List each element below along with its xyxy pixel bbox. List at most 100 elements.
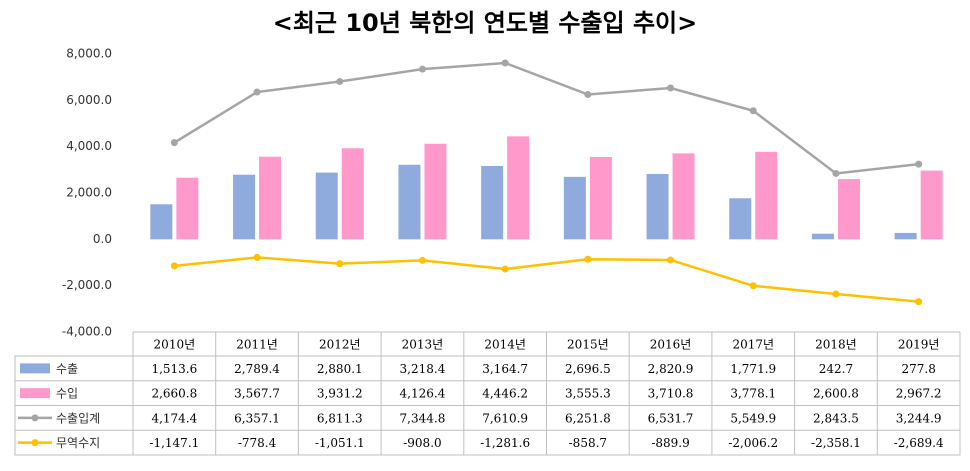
table-value: 5,549.9 — [730, 411, 776, 425]
table-value: 2,843.5 — [813, 411, 859, 425]
bar — [398, 164, 421, 240]
bar — [837, 179, 860, 240]
line-marker — [253, 88, 261, 96]
line — [173, 61, 919, 175]
table-value: -908.0 — [403, 436, 441, 450]
table-value: -858.7 — [569, 436, 607, 450]
table-value: 2,820.9 — [648, 362, 694, 376]
legend-swatch — [20, 388, 50, 399]
bar — [233, 174, 256, 240]
table-value: 6,811.3 — [317, 411, 363, 425]
table-value: 2,600.8 — [813, 387, 859, 401]
x-tick-label: 2011년 — [236, 338, 278, 352]
x-tick-label: 2010년 — [154, 338, 196, 352]
table-value: 1,513.6 — [151, 362, 197, 376]
legend-marker — [31, 439, 39, 447]
table-value: 3,218.4 — [400, 362, 446, 376]
bar — [811, 233, 834, 240]
table-value: -2,358.1 — [811, 436, 861, 450]
y-tick-label: 4,000.0 — [66, 139, 112, 153]
bar — [589, 156, 612, 240]
table-value: 2,880.1 — [317, 362, 363, 376]
y-tick-label: 0.0 — [93, 232, 112, 246]
table-value: 242.7 — [819, 362, 853, 376]
line-marker — [667, 256, 675, 264]
legend-label: 수입 — [56, 387, 78, 401]
line-marker — [170, 262, 178, 270]
line-marker — [915, 160, 923, 168]
table-value: -1,051.1 — [315, 436, 365, 450]
table-value: 7,610.9 — [482, 411, 528, 425]
line-marker — [336, 78, 344, 86]
bar — [315, 172, 338, 240]
table-value: 277.8 — [901, 362, 935, 376]
table-value: -2,006.2 — [728, 436, 778, 450]
bar — [894, 232, 917, 240]
bar — [176, 177, 199, 240]
bar — [920, 170, 943, 240]
x-tick-label: 2012년 — [319, 338, 361, 352]
line-marker — [418, 65, 426, 73]
line-marker — [832, 290, 840, 298]
bar — [755, 151, 778, 240]
legend-label: 무역수지 — [56, 436, 100, 450]
line-marker — [749, 107, 757, 115]
line-marker — [418, 256, 426, 264]
table-value: 2,967.2 — [896, 387, 942, 401]
legend-marker — [31, 414, 39, 422]
x-tick-label: 2016년 — [650, 338, 692, 352]
x-tick-label: 2017년 — [732, 338, 774, 352]
table-value: -2,689.4 — [894, 436, 944, 450]
bar — [150, 204, 173, 240]
y-tick-label: 6,000.0 — [66, 93, 112, 107]
table-value: 2,789.4 — [234, 362, 280, 376]
table-value: 6,357.1 — [234, 411, 280, 425]
bar — [259, 156, 282, 240]
table-value: 3,555.3 — [565, 387, 611, 401]
legend-label: 수출입계 — [56, 411, 100, 425]
x-tick-label: 2015년 — [567, 338, 609, 352]
table-value: 3,567.7 — [234, 387, 280, 401]
bar — [424, 143, 447, 240]
table-value: 2,696.5 — [565, 362, 611, 376]
line-marker — [832, 169, 840, 177]
table-value: 1,771.9 — [730, 362, 776, 376]
table-value: 3,931.2 — [317, 387, 363, 401]
table-value: -1,147.1 — [149, 436, 199, 450]
line — [174, 256, 919, 303]
table-value: -889.9 — [651, 436, 689, 450]
line-marker — [253, 253, 261, 261]
table-value: -1,281.6 — [480, 436, 530, 450]
x-tick-label: 2014년 — [484, 338, 526, 352]
chart-title: <최근 10년 북한의 연도별 수출입 추이> — [273, 9, 698, 37]
bar — [341, 148, 364, 240]
line-marker — [501, 265, 509, 273]
bar — [646, 173, 669, 240]
y-tick-label: 2,000.0 — [66, 186, 112, 200]
line-marker — [749, 282, 757, 290]
table-value: -778.4 — [238, 436, 277, 450]
line-marker — [501, 59, 509, 67]
bar — [563, 176, 586, 240]
y-tick-label: -4,000.0 — [62, 325, 112, 339]
table-value: 4,126.4 — [400, 387, 446, 401]
line-marker — [336, 260, 344, 268]
legend-label: 수출 — [56, 362, 78, 376]
x-tick-label: 2019년 — [898, 338, 940, 352]
bar — [729, 198, 752, 240]
bar — [507, 136, 530, 240]
table-value: 4,174.4 — [151, 411, 197, 425]
line-marker — [667, 84, 675, 92]
table-value: 7,344.8 — [400, 411, 446, 425]
table-value: 3,778.1 — [730, 387, 776, 401]
table-value: 6,531.7 — [648, 411, 694, 425]
line-marker — [584, 255, 592, 263]
table-value: 3,710.8 — [648, 387, 694, 401]
table-value: 2,660.8 — [151, 387, 197, 401]
line-marker — [915, 298, 923, 306]
y-tick-label: 8,000.0 — [66, 47, 112, 61]
y-tick-label: -2,000.0 — [62, 278, 112, 292]
table-value: 4,446.2 — [482, 387, 528, 401]
legend-swatch — [20, 363, 50, 374]
